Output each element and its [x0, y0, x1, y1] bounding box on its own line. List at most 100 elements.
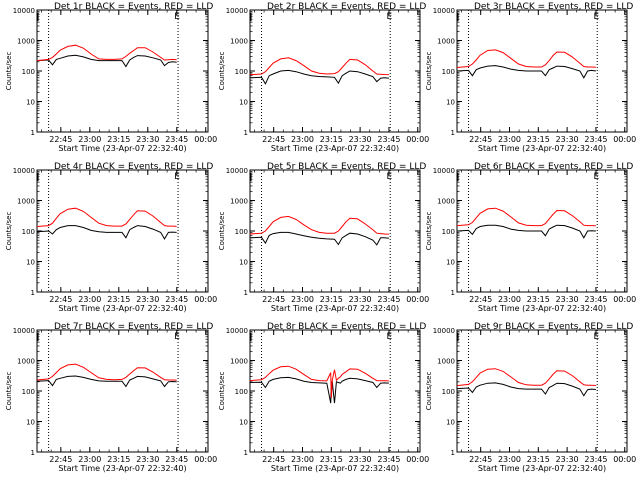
panel-title: Det 4r BLACK = Events, RED = LLD: [54, 162, 213, 172]
x-tick-label: 23:30: [556, 295, 579, 304]
y-tick-label: 1: [31, 129, 35, 137]
e-marker-label: E: [174, 172, 180, 182]
x-tick-label: 22:45: [262, 455, 285, 464]
x-tick-label: 23:15: [107, 455, 130, 464]
y-tick-label: 100: [442, 388, 455, 396]
series-lld-line: [456, 368, 596, 387]
axis-frame: [36, 329, 209, 453]
x-tick-label: 23:45: [377, 295, 400, 304]
y-tick-label: 10: [446, 419, 455, 427]
series-events-line: [36, 375, 177, 388]
y-tick-label: 10000: [13, 167, 35, 175]
y-tick-label: 1000: [17, 38, 35, 46]
y-tick-label: 1000: [437, 38, 455, 46]
x-tick-label: 23:45: [584, 295, 607, 304]
y-tick-label: 100: [22, 388, 35, 396]
x-tick-label: 00:00: [194, 135, 217, 144]
series-events-line: [456, 65, 596, 79]
y-tick-label: 100: [442, 228, 455, 236]
panel-title: Det 8r BLACK = Events, RED = LLD: [267, 322, 426, 332]
y-tick-label: 1: [451, 129, 455, 137]
axis-frame: [249, 9, 421, 133]
y-tick-label: 1: [451, 449, 455, 457]
y-tick-label: 1: [244, 449, 248, 457]
y-axis-title: Counts/sec: [5, 52, 13, 91]
series-events-line: [249, 231, 389, 246]
panel-title: Det 1r BLACK = Events, RED = LLD: [54, 2, 213, 12]
y-tick-label: 1: [31, 289, 35, 297]
y-tick-label: 10: [446, 99, 455, 107]
x-tick-label: 00:00: [406, 135, 429, 144]
e-marker-label: E: [593, 332, 599, 342]
x-tick-label: 22:45: [49, 455, 72, 464]
x-tick-label: 23:15: [527, 135, 550, 144]
x-tick-label: 00:00: [613, 295, 636, 304]
series-events-line: [36, 225, 177, 240]
y-axis-title: Counts/sec: [5, 212, 13, 251]
x-axis-title: Start Time (23-Apr-07 22:32:40): [58, 144, 186, 153]
y-tick-label: 100: [235, 228, 248, 236]
y-axis-title: Counts/sec: [425, 372, 433, 411]
y-tick-label: 10: [239, 419, 248, 427]
series-lld-line: [36, 207, 177, 227]
x-tick-label: 23:00: [78, 135, 101, 144]
panel-det-2r: Det 2r BLACK = Events, RED = LLD 1 10 100 10…: [218, 2, 429, 153]
panel-title: Det 5r BLACK = Events, RED = LLD: [267, 162, 426, 172]
y-tick-label: 10000: [13, 327, 35, 335]
x-tick-label: 23:30: [349, 135, 372, 144]
y-tick-label: 10000: [226, 167, 248, 175]
x-tick-label: 23:15: [320, 455, 343, 464]
y-tick-label: 1: [451, 289, 455, 297]
panel-title: Det 9r BLACK = Events, RED = LLD: [474, 322, 633, 332]
x-tick-label: 23:45: [377, 135, 400, 144]
x-tick-label: 00:00: [406, 295, 429, 304]
x-tick-label: 23:45: [377, 455, 400, 464]
x-tick-label: 23:30: [349, 455, 372, 464]
e-marker-label: E: [386, 12, 392, 22]
x-tick-label: 23:00: [78, 295, 101, 304]
y-tick-label: 1000: [437, 358, 455, 366]
x-tick-label: 23:15: [320, 295, 343, 304]
x-tick-label: 23:45: [584, 135, 607, 144]
series-lld-line: [456, 49, 596, 68]
x-tick-label: 22:45: [469, 135, 492, 144]
y-tick-label: 100: [22, 68, 35, 76]
y-tick-label: 100: [442, 68, 455, 76]
panel-det-5r: Det 5r BLACK = Events, RED = LLD 1 10 100 10…: [218, 162, 429, 313]
x-tick-label: 23:30: [136, 295, 159, 304]
series-events-line: [456, 382, 596, 397]
x-tick-label: 23:45: [165, 295, 188, 304]
series-events-line: [36, 54, 177, 68]
x-axis-title: Start Time (23-Apr-07 22:32:40): [271, 144, 399, 153]
x-tick-label: 23:30: [556, 455, 579, 464]
panel-det-4r: Det 4r BLACK = Events, RED = LLD 1 10 100 10…: [5, 162, 217, 313]
axis-frame: [249, 169, 421, 293]
x-tick-label: 23:00: [498, 135, 521, 144]
x-axis-title: Start Time (23-Apr-07 22:32:40): [478, 304, 606, 313]
x-tick-label: 00:00: [194, 455, 217, 464]
y-tick-label: 10: [26, 419, 35, 427]
y-tick-label: 1000: [17, 198, 35, 206]
y-tick-label: 10: [26, 99, 35, 107]
panel-title: Det 3r BLACK = Events, RED = LLD: [474, 2, 633, 12]
y-tick-label: 10: [239, 99, 248, 107]
y-tick-label: 100: [235, 68, 248, 76]
e-marker-label: E: [593, 12, 599, 22]
x-tick-label: 22:45: [262, 135, 285, 144]
panel-det-1r: Det 1r BLACK = Events, RED = LLD 1 10 100 10…: [5, 2, 217, 153]
y-tick-label: 10: [26, 259, 35, 267]
y-tick-label: 100: [235, 388, 248, 396]
series-events-line: [249, 69, 389, 85]
x-tick-label: 23:00: [291, 295, 314, 304]
y-axis-title: Counts/sec: [425, 212, 433, 251]
y-axis-title: Counts/sec: [218, 52, 226, 91]
panel-title: Det 2r BLACK = Events, RED = LLD: [267, 2, 426, 12]
e-marker-label: E: [174, 12, 180, 22]
series-lld-line: [249, 365, 389, 398]
y-tick-label: 10: [239, 259, 248, 267]
x-tick-label: 22:45: [49, 295, 72, 304]
panel-det-7r: Det 7r BLACK = Events, RED = LLD 1 10 100 10…: [5, 322, 217, 473]
e-marker-label: E: [593, 172, 599, 182]
x-axis-title: Start Time (23-Apr-07 22:32:40): [478, 144, 606, 153]
